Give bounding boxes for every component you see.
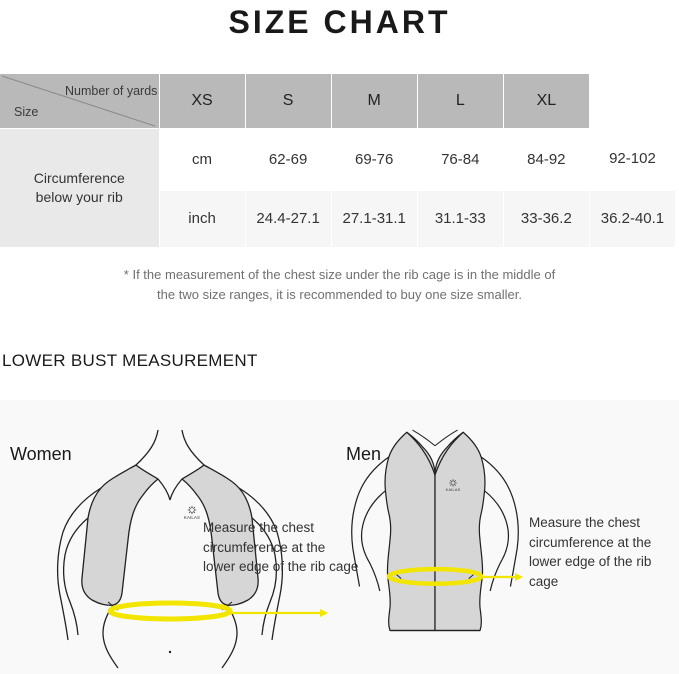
svg-text:KAILAS: KAILAS [184,515,200,520]
svg-text:KAILAS: KAILAS [446,488,461,492]
